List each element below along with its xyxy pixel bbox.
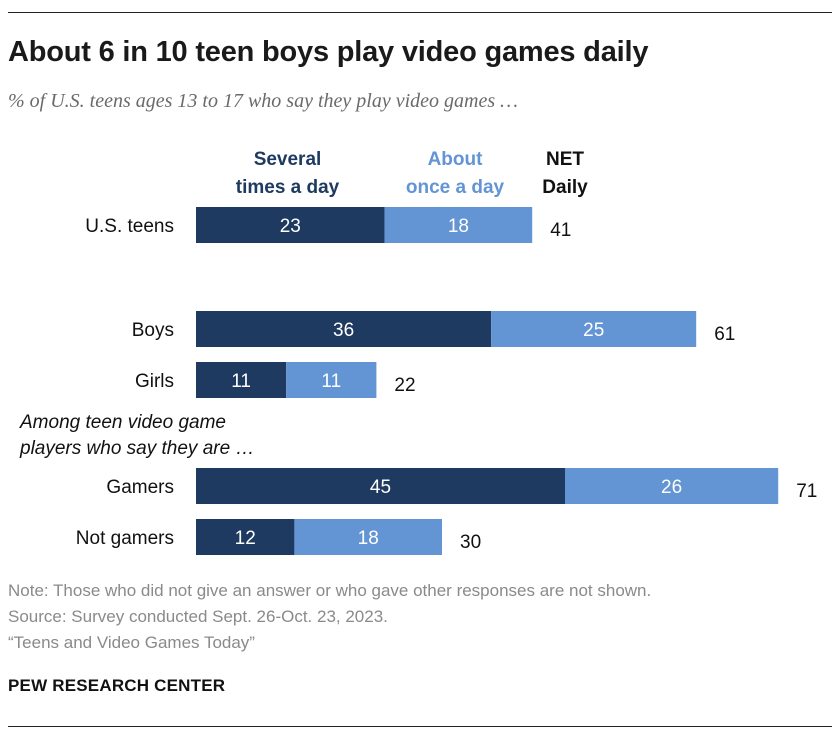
bar-gamers-several-times-a-day xyxy=(196,468,565,504)
bar-u-s-teens-several-times-a-day xyxy=(196,207,385,243)
category-label-boys: Boys xyxy=(132,320,174,341)
bar-label-boys-several-times-a-day: 36 xyxy=(333,320,354,341)
bar-gamers-about-once-a-day xyxy=(565,468,779,504)
bar-boys-several-times-a-day xyxy=(196,311,492,347)
bar-label-not-gamers-several-times-a-day: 12 xyxy=(235,528,256,549)
net-label-u-s-teens: 41 xyxy=(550,220,571,241)
legend-several-line-2: times a day xyxy=(235,177,340,198)
legend-once-line-2: once a day xyxy=(405,177,505,198)
section-note-line-1: Among teen video game xyxy=(20,412,226,433)
source-text: Source: Survey conducted Sept. 26-Oct. 2… xyxy=(8,607,388,626)
category-label-girls: Girls xyxy=(135,371,174,392)
bar-label-girls-about-once-a-day: 11 xyxy=(321,371,341,392)
bar-label-boys-about-once-a-day: 25 xyxy=(583,320,604,341)
report-title-text: “Teens and Video Games Today” xyxy=(8,633,255,652)
bar-girls-about-once-a-day xyxy=(286,362,377,398)
bar-label-u-s-teens-about-once-a-day: 18 xyxy=(448,216,469,237)
chart-subtitle: % of U.S. teens ages 13 to 17 who say th… xyxy=(8,90,518,112)
brand-logo-text: PEW RESEARCH CENTER xyxy=(8,676,226,695)
legend-net-daily: NET Daily xyxy=(520,146,610,202)
bar-label-gamers-about-once-a-day: 26 xyxy=(661,477,682,498)
bottom-rule xyxy=(8,726,832,727)
chart-title: About 6 in 10 teen boys play video games… xyxy=(8,36,649,68)
category-label-u-s-teens: U.S. teens xyxy=(85,216,174,237)
note-text: Note: Those who did not give an answer o… xyxy=(8,581,652,600)
net-label-gamers: 71 xyxy=(796,481,817,502)
bar-label-gamers-several-times-a-day: 45 xyxy=(370,477,391,498)
bar-girls-several-times-a-day xyxy=(196,362,287,398)
bar-label-girls-several-times-a-day: 11 xyxy=(231,371,251,392)
net-label-boys: 61 xyxy=(714,324,735,345)
category-label-gamers: Gamers xyxy=(106,477,174,498)
chart-notes: Note: Those who did not give an answer o… xyxy=(8,578,651,656)
bar-u-s-teens-about-once-a-day xyxy=(384,207,533,243)
section-note-line-2: players who say they are … xyxy=(20,438,255,459)
top-rule xyxy=(8,12,832,13)
category-label-not-gamers: Not gamers xyxy=(76,528,174,549)
bar-label-not-gamers-about-once-a-day: 18 xyxy=(358,528,379,549)
legend-net-line-1: NET xyxy=(546,149,584,170)
bar-label-u-s-teens-several-times-a-day: 23 xyxy=(280,216,301,237)
bar-boys-about-once-a-day xyxy=(491,311,697,347)
legend-once-line-1: About xyxy=(427,149,483,170)
gamers-section-note: Among teen video game players who say th… xyxy=(20,410,254,462)
bar-not-gamers-about-once-a-day xyxy=(294,519,442,555)
legend-several-line-1: Several xyxy=(253,149,322,170)
net-label-girls: 22 xyxy=(394,375,415,396)
legend-about-once-a-day: About once a day xyxy=(385,146,525,202)
legend-net-line-2: Daily xyxy=(542,177,588,198)
bar-not-gamers-several-times-a-day xyxy=(196,519,295,555)
net-label-not-gamers: 30 xyxy=(460,532,481,553)
legend-several-times-a-day: Several times a day xyxy=(200,146,375,202)
